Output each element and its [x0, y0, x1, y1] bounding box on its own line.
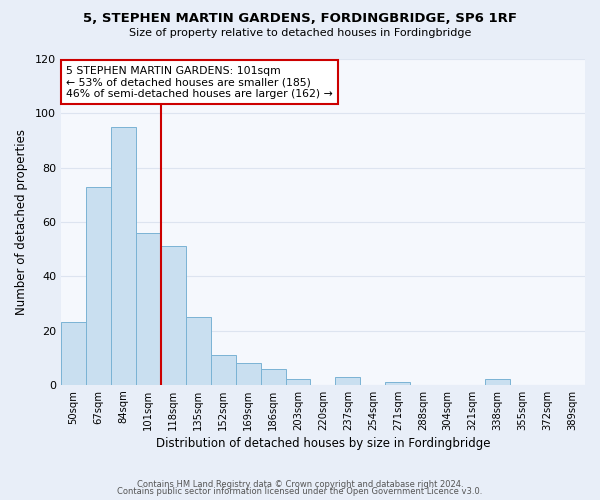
X-axis label: Distribution of detached houses by size in Fordingbridge: Distribution of detached houses by size … — [156, 437, 490, 450]
Bar — [260, 368, 286, 385]
Bar — [161, 246, 186, 385]
Text: Size of property relative to detached houses in Fordingbridge: Size of property relative to detached ho… — [129, 28, 471, 38]
Bar — [286, 380, 310, 385]
Bar — [485, 380, 510, 385]
Bar — [335, 376, 361, 385]
Bar — [385, 382, 410, 385]
Bar — [86, 186, 111, 385]
Text: 5 STEPHEN MARTIN GARDENS: 101sqm
← 53% of detached houses are smaller (185)
46% : 5 STEPHEN MARTIN GARDENS: 101sqm ← 53% o… — [66, 66, 333, 98]
Text: Contains public sector information licensed under the Open Government Licence v3: Contains public sector information licen… — [118, 487, 482, 496]
Bar — [211, 355, 236, 385]
Bar — [236, 363, 260, 385]
Text: 5, STEPHEN MARTIN GARDENS, FORDINGBRIDGE, SP6 1RF: 5, STEPHEN MARTIN GARDENS, FORDINGBRIDGE… — [83, 12, 517, 26]
Bar — [186, 317, 211, 385]
Text: Contains HM Land Registry data © Crown copyright and database right 2024.: Contains HM Land Registry data © Crown c… — [137, 480, 463, 489]
Bar — [61, 322, 86, 385]
Bar — [111, 127, 136, 385]
Bar — [136, 233, 161, 385]
Y-axis label: Number of detached properties: Number of detached properties — [15, 129, 28, 315]
